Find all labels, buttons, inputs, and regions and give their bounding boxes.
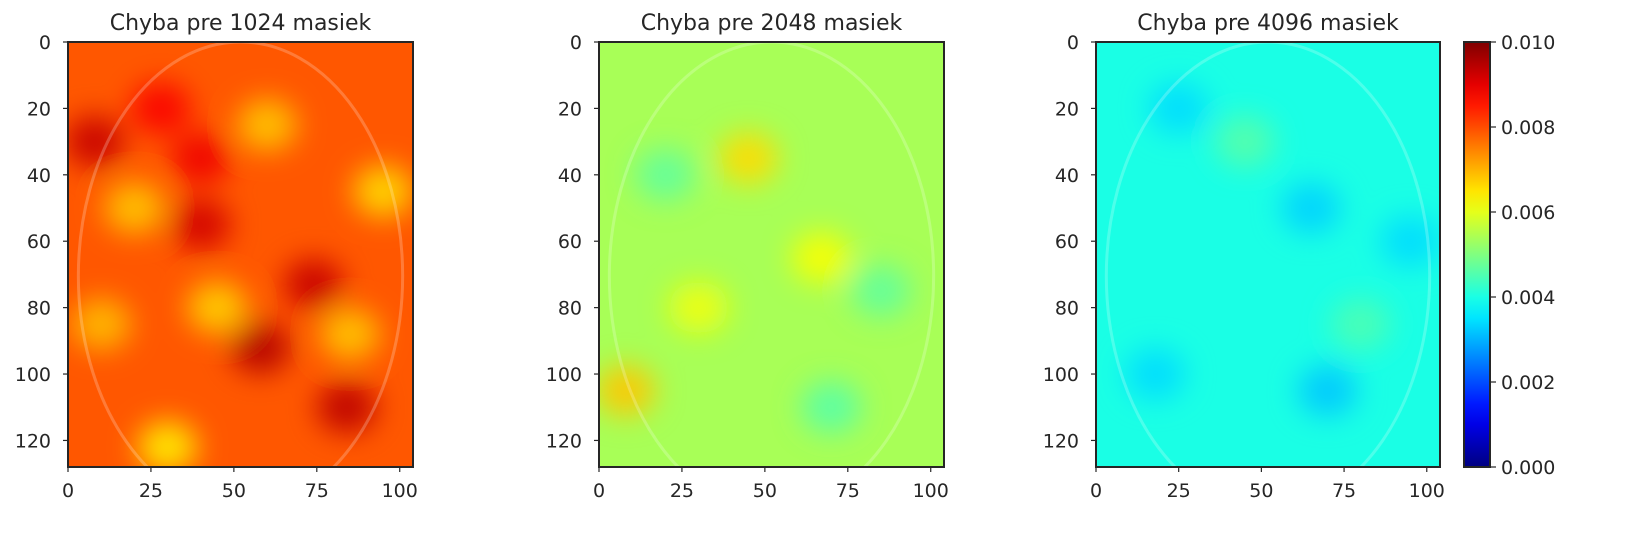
x-tick-label: 75 bbox=[1332, 480, 1356, 502]
heatmap-hotspot-2 bbox=[170, 198, 231, 251]
heatmap-hotspot-4 bbox=[283, 258, 344, 311]
x-tick-label: 0 bbox=[62, 480, 74, 502]
x-tick-label: 25 bbox=[1167, 480, 1191, 502]
heatmap-hotspot-8 bbox=[104, 182, 165, 235]
x-tick-label: 50 bbox=[753, 480, 777, 502]
colorbar-tick-label: 0.004 bbox=[1501, 287, 1555, 309]
heatmap-image bbox=[68, 42, 413, 467]
x-tick-label: 25 bbox=[139, 480, 163, 502]
heatmap-hotspot-7 bbox=[668, 281, 729, 334]
y-tick-label: 80 bbox=[1055, 298, 1079, 320]
y-tick-label: 40 bbox=[558, 165, 582, 187]
heatmap-hotspot-7 bbox=[1330, 298, 1391, 351]
axes-frame bbox=[67, 41, 414, 468]
y-tick-label: 40 bbox=[27, 165, 51, 187]
heatmap-hotspot-5 bbox=[316, 381, 377, 434]
heatmap-hotspot-11 bbox=[187, 281, 248, 334]
head-outline bbox=[607, 42, 936, 467]
heatmap-hotspot-6 bbox=[850, 265, 911, 318]
heatmap-image bbox=[599, 42, 944, 467]
heatmap-hotspot-4 bbox=[635, 148, 696, 201]
heatmap-hotspot-10 bbox=[353, 165, 413, 218]
heatmap-panel-2: Chyba pre 2048 masiek 0 25 50 75 100 0 20 40 60 80… bbox=[546, 11, 949, 502]
y-tick-label: 100 bbox=[15, 364, 51, 386]
hotspot-layer bbox=[599, 132, 911, 434]
heatmap-hotspot-2 bbox=[1281, 182, 1341, 235]
y-tick-label: 120 bbox=[1043, 430, 1079, 452]
colorbar-tick-label: 0.006 bbox=[1501, 202, 1555, 224]
y-tick-label: 40 bbox=[1055, 165, 1079, 187]
y-tick-label: 80 bbox=[27, 298, 51, 320]
heatmap-hotspot-6 bbox=[1214, 115, 1275, 168]
heatmap-hotspot-9 bbox=[237, 99, 298, 152]
heatmap-hotspot-5 bbox=[801, 381, 862, 434]
x-tick-label: 75 bbox=[305, 480, 329, 502]
heatmap-background bbox=[599, 42, 944, 467]
x-tick-label: 100 bbox=[913, 480, 949, 502]
heatmap-hotspot-3 bbox=[230, 321, 291, 374]
heatmap-hotspot-4 bbox=[1125, 348, 1186, 401]
y-tick-label: 20 bbox=[27, 98, 51, 120]
heatmap-hotspot-6 bbox=[170, 132, 231, 185]
x-tick-label: 100 bbox=[1409, 480, 1445, 502]
heatmap-hotspot-3 bbox=[791, 231, 852, 284]
y-tick-label: 100 bbox=[1043, 364, 1079, 386]
heatmap-hotspot-14 bbox=[319, 308, 380, 361]
colorbar-tick-label: 0.008 bbox=[1501, 117, 1555, 139]
y-tick-label: 60 bbox=[27, 231, 51, 253]
heatmap-hotspot-12 bbox=[137, 421, 198, 467]
y-tick-label: 60 bbox=[558, 231, 582, 253]
heatmap-hotspot-3 bbox=[1297, 364, 1358, 417]
y-tick-label: 20 bbox=[1055, 98, 1079, 120]
heatmap-hotspot-5 bbox=[1380, 215, 1440, 268]
heatmap-hotspot-7 bbox=[130, 82, 191, 135]
x-tick-label: 100 bbox=[382, 480, 418, 502]
x-tick-label: 0 bbox=[593, 480, 605, 502]
heatmap-hotspot-1 bbox=[718, 132, 779, 185]
x-tick-label: 75 bbox=[836, 480, 860, 502]
y-tick-label: 0 bbox=[1067, 32, 1079, 54]
y-tick-label: 20 bbox=[558, 98, 582, 120]
panel-title: Chyba pre 1024 masiek bbox=[110, 11, 372, 36]
axes-frame bbox=[598, 41, 945, 468]
y-tick-label: 100 bbox=[546, 364, 582, 386]
colorbar-scale bbox=[1463, 41, 1491, 468]
heatmap-image bbox=[1096, 42, 1440, 467]
hotspot-layer bbox=[68, 82, 413, 467]
panel-title: Chyba pre 2048 masiek bbox=[641, 11, 903, 36]
colorbar-tick-label: 0.010 bbox=[1501, 32, 1555, 54]
heatmap-hotspot-1 bbox=[68, 115, 125, 168]
x-tick-label: 50 bbox=[222, 480, 246, 502]
heatmap-hotspot-2 bbox=[599, 364, 656, 417]
colorbar-tick-label: 0.000 bbox=[1501, 457, 1555, 479]
x-tick-label: 25 bbox=[670, 480, 694, 502]
y-tick-label: 80 bbox=[558, 298, 582, 320]
hotspot-layer bbox=[1125, 82, 1440, 417]
panel-title: Chyba pre 4096 masiek bbox=[1137, 11, 1399, 36]
head-outline bbox=[1104, 42, 1432, 467]
heatmap-panel-1: Chyba pre 1024 masiek 0 25 50 75 100 0 20 40 60 80… bbox=[15, 11, 418, 502]
heatmap-hotspot-1 bbox=[1148, 82, 1209, 135]
x-tick-label: 50 bbox=[1249, 480, 1273, 502]
y-tick-label: 0 bbox=[570, 32, 582, 54]
y-tick-label: 120 bbox=[15, 430, 51, 452]
colorbar-tick-label: 0.002 bbox=[1501, 372, 1555, 394]
head-outline bbox=[76, 42, 405, 467]
y-tick-label: 120 bbox=[546, 430, 582, 452]
y-tick-label: 60 bbox=[1055, 231, 1079, 253]
heatmap-hotspot-13 bbox=[71, 298, 132, 351]
y-tick-label: 0 bbox=[39, 32, 51, 54]
heatmap-panel-3: Chyba pre 4096 masiek 0 25 50 75 100 0 20 40 60 80… bbox=[1043, 11, 1445, 502]
colorbar: 0.000 0.002 0.004 0.006 0.008 0.010 bbox=[1463, 32, 1555, 479]
axes-frame bbox=[1095, 41, 1441, 468]
x-tick-label: 0 bbox=[1090, 480, 1102, 502]
